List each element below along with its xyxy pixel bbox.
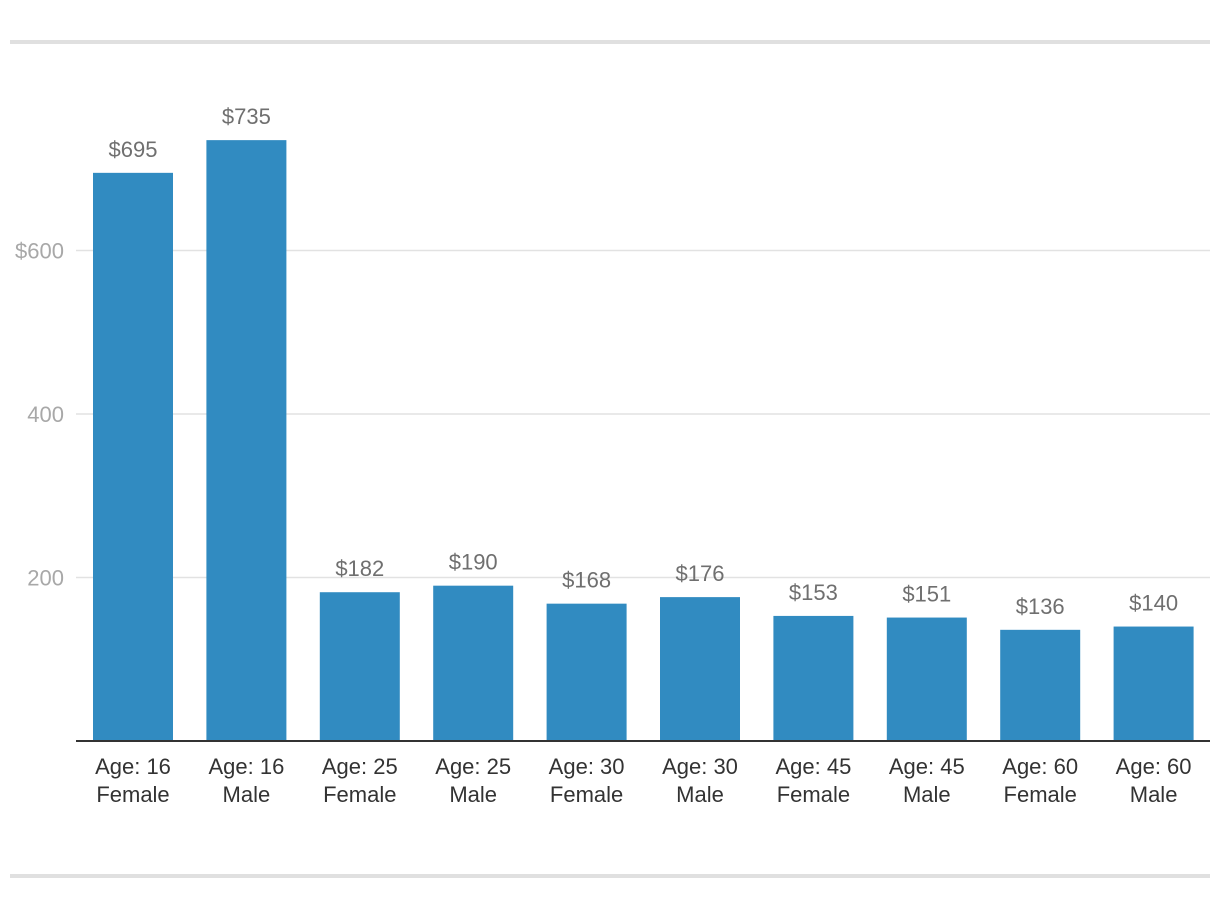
bar (886, 617, 967, 741)
bar-value-label: $182 (335, 556, 384, 581)
x-category-label: Age: 60 (1002, 754, 1078, 779)
bar (1000, 629, 1081, 741)
x-category-label: Age: 25 (322, 754, 398, 779)
y-tick-label: 200 (27, 566, 64, 591)
bar (660, 597, 740, 741)
bar (319, 592, 400, 741)
bar (93, 172, 173, 741)
bar (546, 603, 627, 741)
y-tick-label: 400 (27, 402, 64, 427)
bar (1113, 626, 1194, 741)
x-category-label: Female (1004, 782, 1077, 807)
x-category-labels: Age: 16 Female Age: 16 Male Age: 25 Female Age… (95, 754, 1191, 807)
bar-value-label: $153 (789, 580, 838, 605)
x-category-label: Age: 60 (1116, 754, 1192, 779)
value-labels: $695 $735 $182 $190 $168 $176 $153 $151 $136 $140 (109, 104, 1179, 619)
x-category-label: Age: 30 (549, 754, 625, 779)
bar-value-label: $140 (1129, 591, 1178, 616)
x-category-label: Age: 25 (435, 754, 511, 779)
bar-value-label: $735 (222, 104, 271, 129)
bar (433, 585, 514, 741)
x-category-label: Age: 16 (208, 754, 284, 779)
y-tick-label: $600 (15, 239, 64, 264)
x-category-label: Male (449, 782, 497, 807)
bar (206, 140, 287, 741)
x-category-label: Male (676, 782, 724, 807)
bar (773, 615, 854, 741)
x-category-label: Female (550, 782, 623, 807)
bar-value-label: $151 (902, 582, 951, 607)
x-category-label: Age: 16 (95, 754, 171, 779)
x-category-label: Male (903, 782, 951, 807)
x-category-label: Male (1130, 782, 1178, 807)
bar-value-label: $176 (676, 561, 725, 586)
x-category-label: Female (777, 782, 850, 807)
bar-value-label: $168 (562, 568, 611, 593)
x-category-label: Female (323, 782, 396, 807)
y-tick-labels: 200 400 $600 (15, 239, 64, 591)
x-category-label: Female (96, 782, 169, 807)
top-divider (10, 40, 1210, 44)
x-category-label: Age: 45 (775, 754, 851, 779)
x-category-label: Male (223, 782, 271, 807)
bar-value-label: $695 (109, 137, 158, 162)
bars (93, 140, 1194, 741)
x-category-label: Age: 30 (662, 754, 738, 779)
bottom-divider (10, 874, 1210, 878)
x-category-label: Age: 45 (889, 754, 965, 779)
bar-value-label: $190 (449, 550, 498, 575)
bar-value-label: $136 (1016, 594, 1065, 619)
